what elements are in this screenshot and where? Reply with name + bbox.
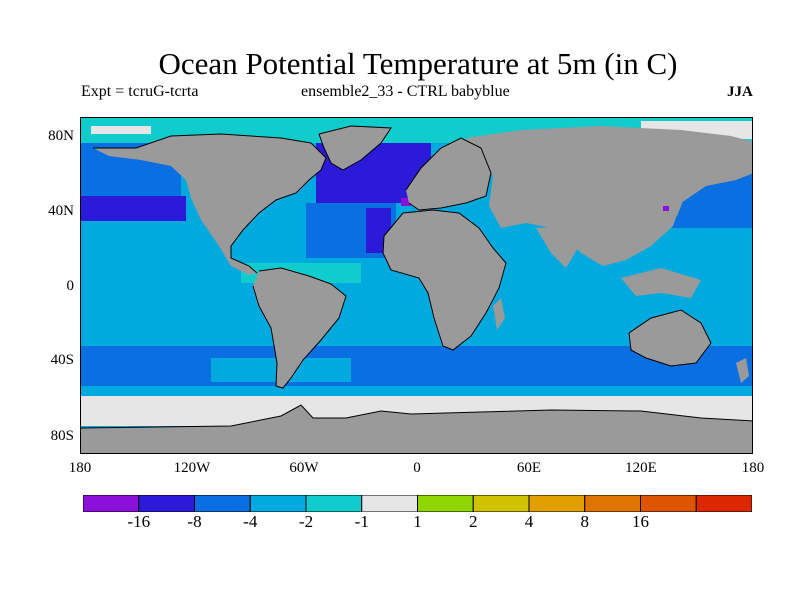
north-america bbox=[93, 134, 326, 275]
x-label-120w: 120W bbox=[173, 460, 211, 476]
colorbar-label: -16 bbox=[127, 512, 151, 531]
arctic-ice-west bbox=[91, 126, 151, 134]
coastlines bbox=[81, 125, 752, 429]
india bbox=[536, 226, 581, 268]
y-label-40n: 40N bbox=[48, 203, 74, 219]
colorbar bbox=[83, 495, 752, 512]
colorbar-label: 8 bbox=[580, 512, 590, 531]
colorbar-label: 16 bbox=[632, 512, 649, 531]
colorbar-swatch bbox=[417, 495, 474, 512]
season-label: JJA bbox=[727, 84, 753, 100]
colorbar-swatch bbox=[472, 495, 530, 512]
x-label-60w: 60W bbox=[289, 460, 319, 476]
new-zealand bbox=[736, 358, 749, 383]
africa bbox=[383, 210, 506, 350]
y-label-40s: 40S bbox=[50, 352, 74, 368]
colorbar-label: -2 bbox=[298, 512, 314, 531]
ensemble-label: ensemble2_33 - CTRL babyblue bbox=[301, 83, 510, 100]
japan bbox=[664, 182, 685, 222]
colorbar-swatch bbox=[138, 495, 195, 512]
colorbar-swatch bbox=[249, 495, 307, 512]
colorbar-swatch bbox=[194, 495, 251, 512]
y-label-80n: 80N bbox=[48, 128, 74, 144]
colorbar-swatch bbox=[305, 495, 363, 512]
x-label-180e: 180 bbox=[741, 460, 765, 476]
y-label-80s: 80S bbox=[50, 428, 74, 444]
japan-extreme-cold bbox=[663, 206, 669, 211]
antarctica bbox=[81, 405, 752, 453]
colorbar-swatch bbox=[584, 495, 641, 512]
x-label-60e: 60E bbox=[516, 460, 542, 476]
map-title: Ocean Potential Temperature at 5m (in C) bbox=[158, 46, 678, 81]
world-map bbox=[81, 118, 752, 453]
australia bbox=[629, 310, 711, 366]
map-panel bbox=[80, 117, 753, 454]
colorbar-label: 4 bbox=[524, 512, 534, 531]
tropical-pacific bbox=[81, 236, 241, 276]
x-label-180w: 180 bbox=[68, 460, 92, 476]
colorbar-label: 1 bbox=[413, 512, 422, 531]
colorbar-swatch bbox=[361, 495, 418, 512]
x-label-120e: 120E bbox=[625, 460, 657, 476]
maritime-continent bbox=[621, 268, 701, 298]
x-label-0: 0 bbox=[413, 460, 421, 476]
npac-strong-cold bbox=[81, 196, 186, 221]
colorbar-label: 2 bbox=[469, 512, 478, 531]
colorbar-swatch bbox=[695, 495, 752, 512]
experiment-label: Expt = tcruG-tcrta bbox=[81, 83, 199, 100]
natl-extreme-cold bbox=[401, 198, 411, 206]
colorbar-swatch bbox=[640, 495, 697, 512]
colorbar-label: -4 bbox=[243, 512, 258, 531]
colorbar-swatch bbox=[528, 495, 586, 512]
europe bbox=[406, 138, 491, 210]
colorbar-label: -1 bbox=[354, 512, 369, 531]
y-label-equator: 0 bbox=[66, 278, 75, 294]
colorbar-label: -8 bbox=[187, 512, 202, 531]
madagascar bbox=[493, 298, 505, 330]
greenland bbox=[319, 126, 391, 170]
asia bbox=[466, 126, 752, 266]
colorbar-swatch bbox=[83, 495, 140, 512]
